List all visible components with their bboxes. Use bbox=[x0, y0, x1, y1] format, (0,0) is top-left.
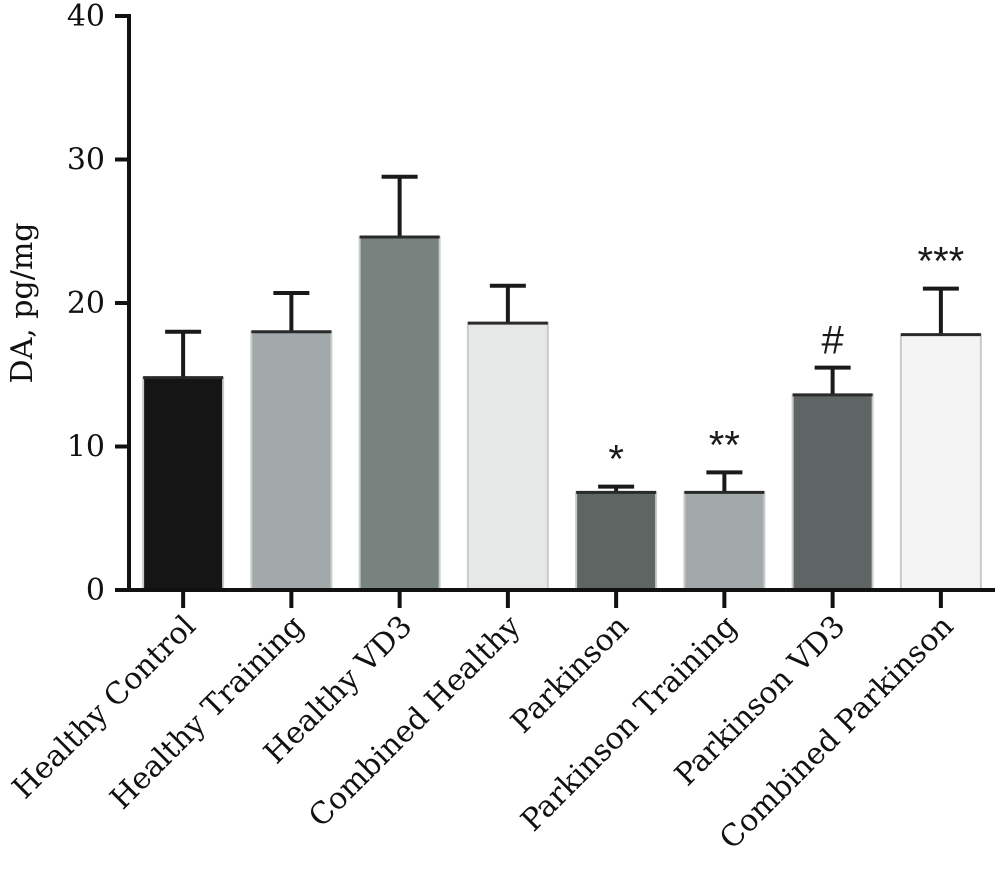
x-tick-label: Parkinson Training bbox=[514, 609, 744, 839]
bar bbox=[358, 235, 441, 592]
significance-mark: # bbox=[822, 319, 845, 363]
y-tick-label: 40 bbox=[67, 0, 105, 34]
x-tick-label: Healthy Control bbox=[6, 609, 203, 806]
bar bbox=[683, 491, 766, 592]
y-tick-label: 0 bbox=[86, 573, 105, 608]
significance-mark: ** bbox=[709, 423, 740, 467]
bar bbox=[899, 333, 982, 591]
x-tick-label: Healthy Training bbox=[103, 609, 311, 817]
y-axis-label: DA, pg/mg bbox=[5, 223, 40, 384]
y-tick-label: 30 bbox=[67, 143, 105, 178]
significance-mark: * bbox=[608, 438, 624, 482]
significance-mark: *** bbox=[918, 240, 965, 284]
y-tick-label: 20 bbox=[67, 286, 105, 321]
y-axis: 0 10 20 30 40 bbox=[67, 0, 131, 608]
bar bbox=[575, 491, 658, 592]
x-tick-label: Combined Healthy bbox=[302, 609, 527, 834]
bar bbox=[791, 393, 874, 591]
bars: * **#*** bbox=[142, 174, 982, 592]
y-tick-label: 10 bbox=[67, 430, 105, 465]
bar bbox=[142, 376, 225, 591]
bar bbox=[466, 322, 549, 591]
bar bbox=[250, 330, 333, 591]
